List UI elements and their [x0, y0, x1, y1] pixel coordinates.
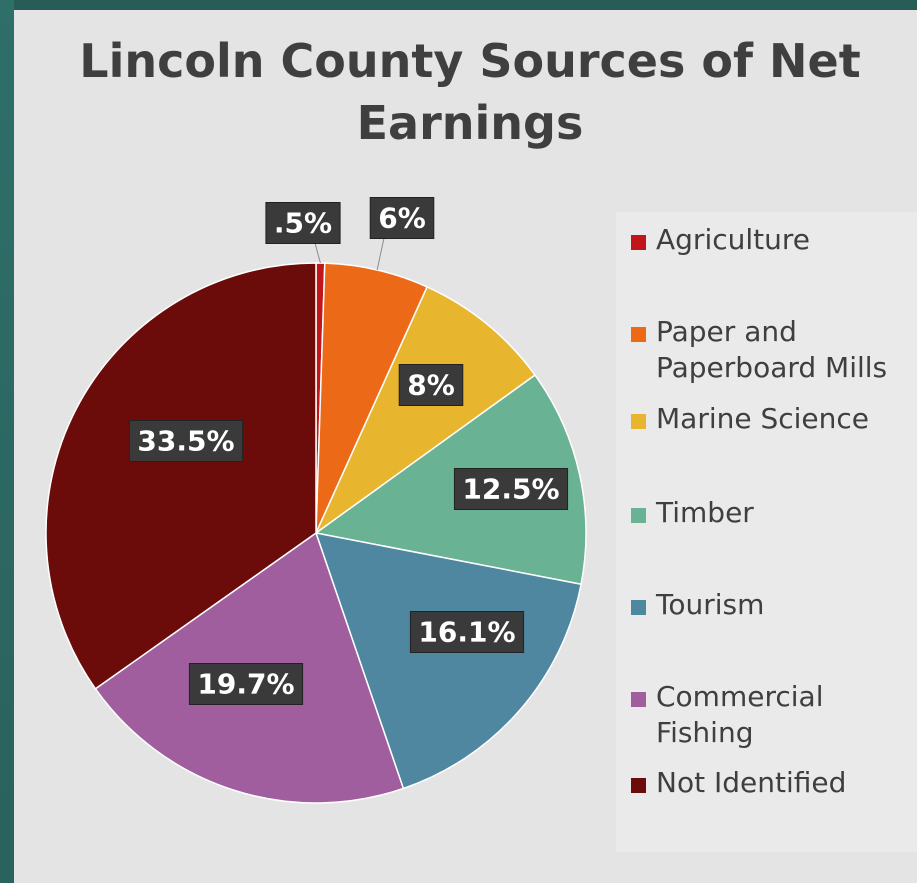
legend-label: Paper and Paperboard Mills — [656, 315, 888, 384]
frame-band-left — [0, 0, 14, 883]
legend-swatch — [631, 600, 646, 615]
legend-item-paper-and-paperboard-mills: Paper and Paperboard Mills — [631, 314, 917, 386]
legend-swatch — [631, 692, 646, 707]
data-label-paper-and-paperboard-mills: 6% — [369, 197, 435, 239]
legend-item-agriculture: Agriculture — [631, 222, 917, 258]
data-label-marine-science: 8% — [398, 364, 464, 406]
data-label-timber: 12.5% — [453, 468, 569, 510]
legend — [616, 212, 917, 852]
pie-slice-timber — [314, 374, 587, 586]
data-label-commercial-fishing: 19.7% — [188, 663, 304, 705]
legend-item-tourism: Tourism — [631, 587, 917, 623]
svg-text:12.5%: 12.5% — [462, 473, 559, 506]
legend-swatch — [631, 508, 646, 523]
legend-swatch — [631, 414, 646, 429]
data-label-not-identified: 33.5% — [128, 420, 244, 462]
chart-title: Lincoln County Sources of Net Earnings — [79, 34, 861, 150]
legend-item-not-identified: Not Identified — [631, 765, 917, 801]
svg-text:.5%: .5% — [274, 207, 332, 240]
legend-label: Timber — [656, 496, 754, 529]
legend-label: Agriculture — [656, 223, 810, 256]
svg-text:16.1%: 16.1% — [418, 616, 515, 649]
leader-line-paper-and-paperboard-mills — [376, 237, 385, 271]
svg-text:33.5%: 33.5% — [137, 425, 234, 458]
frame-band — [0, 0, 917, 10]
data-label-tourism: 16.1% — [409, 611, 525, 653]
legend-swatch — [631, 235, 646, 250]
legend-swatch — [631, 327, 646, 342]
svg-text:19.7%: 19.7% — [197, 668, 294, 701]
legend-item-timber: Timber — [631, 495, 917, 531]
data-label-agriculture: .5% — [265, 202, 341, 244]
legend-label: Commercial Fishing — [656, 680, 824, 749]
legend-label: Not Identified — [656, 766, 847, 799]
leader-line-agriculture — [314, 242, 321, 264]
legend-swatch — [631, 778, 646, 793]
pie-slice-not-identified — [45, 262, 317, 690]
legend-item-commercial-fishing: Commercial Fishing — [631, 679, 917, 751]
svg-text:6%: 6% — [378, 202, 426, 235]
pie-slice-marine-science — [314, 285, 537, 536]
legend-item-marine-science: Marine Science — [631, 401, 917, 437]
svg-text:8%: 8% — [407, 369, 455, 402]
legend-label: Marine Science — [656, 402, 870, 435]
legend-label: Tourism — [656, 588, 765, 621]
